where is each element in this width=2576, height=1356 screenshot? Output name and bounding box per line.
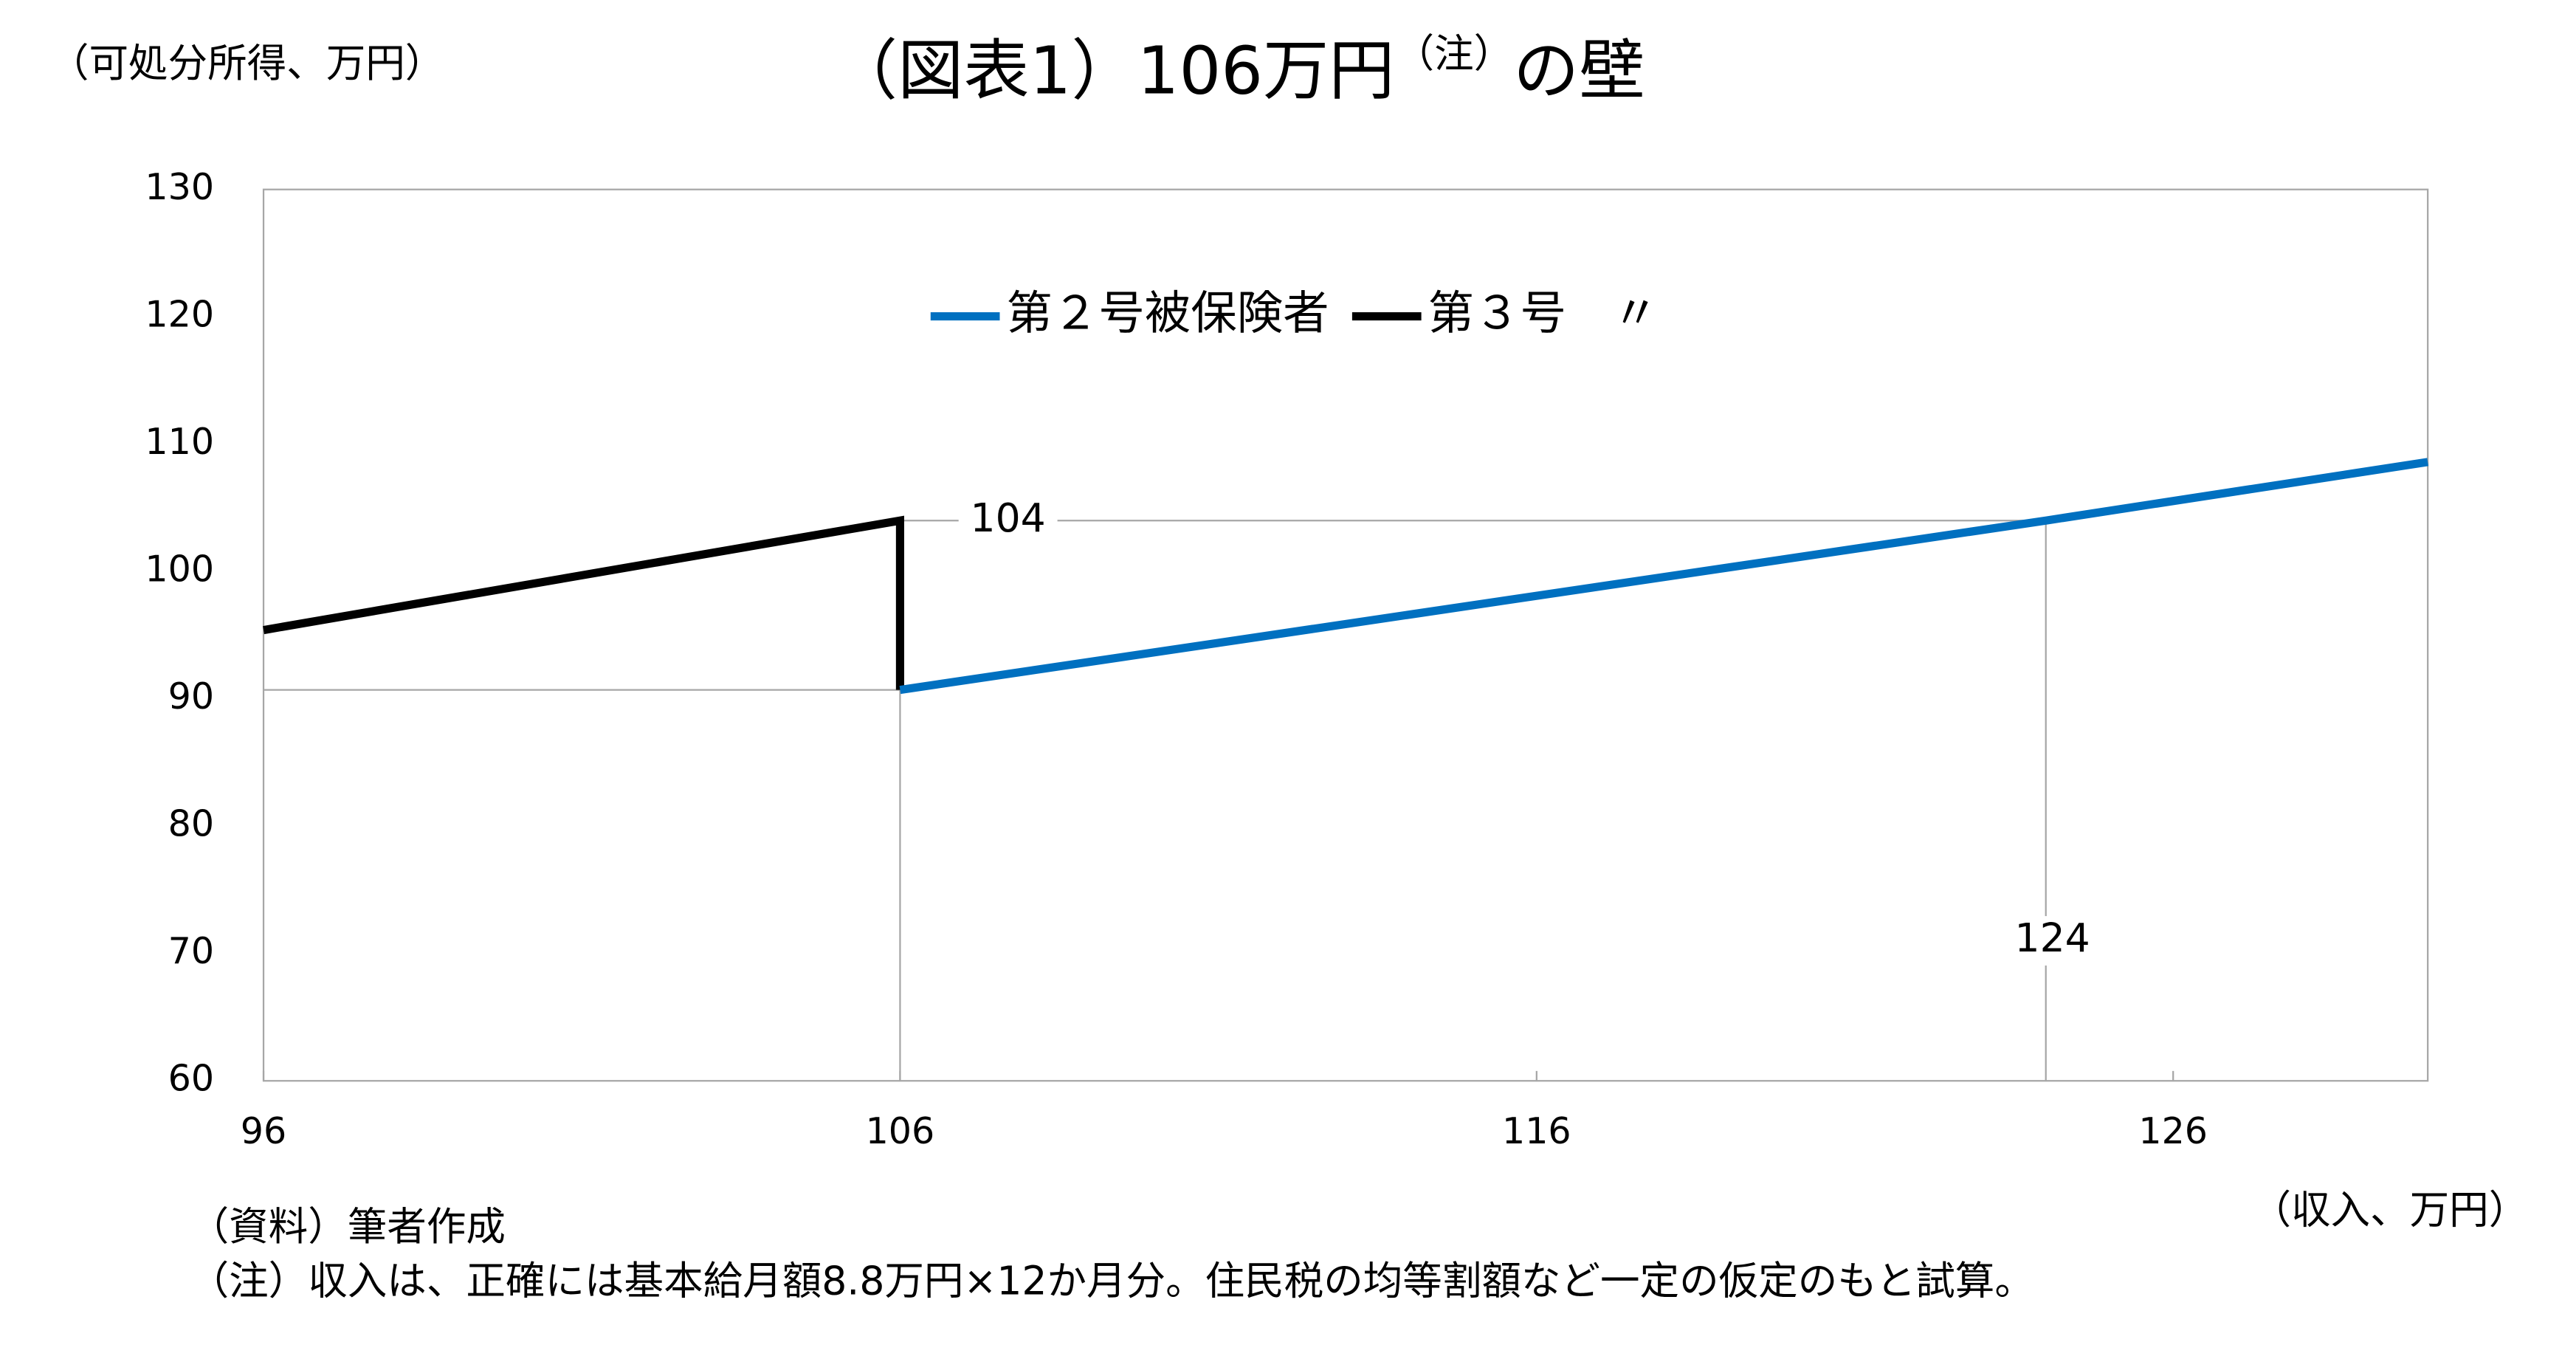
chart-title: （図表1）106万円（注）の壁 (832, 30, 1645, 111)
source-note: （資料）筆者作成 (190, 1203, 506, 1250)
title-end: の壁 (1513, 33, 1645, 110)
footnote: （注）収入は、正確には基本給月額8.8万円×12か月分。住民税の均等割額など一定… (190, 1257, 2034, 1304)
series-line (899, 458, 2429, 695)
x-axis-label: （収入、万円） (2251, 1186, 2528, 1233)
guide-label: 124 (2015, 915, 2090, 961)
y-tick-label: 130 (145, 165, 214, 208)
plot-area (262, 188, 2429, 1082)
y-tick-label: 80 (168, 802, 214, 845)
y-tick-label: 110 (145, 420, 214, 463)
series-line (263, 515, 905, 690)
title-note: （注） (1395, 30, 1514, 77)
y-axis-label: （可処分所得、万円） (49, 40, 444, 86)
y-tick-label: 120 (145, 293, 214, 336)
x-tick-label: 106 (866, 1109, 935, 1152)
x-tick-label: 96 (241, 1109, 286, 1152)
y-tick-label: 100 (145, 548, 214, 591)
y-tick-label: 70 (168, 929, 214, 972)
y-tick-label: 90 (168, 675, 214, 717)
y-tick-label: 60 (168, 1057, 214, 1100)
legend-label: 第２号被保険者 (1006, 286, 1329, 340)
label-background (2000, 916, 2093, 966)
x-tick-label: 126 (2138, 1109, 2208, 1152)
guide-label: 104 (971, 495, 1046, 541)
legend-label: 第３号 〃 (1428, 286, 1659, 340)
title-main: （図表1）106万円 (832, 33, 1395, 110)
label-background (958, 495, 1058, 546)
x-tick-label: 116 (1502, 1109, 1571, 1152)
